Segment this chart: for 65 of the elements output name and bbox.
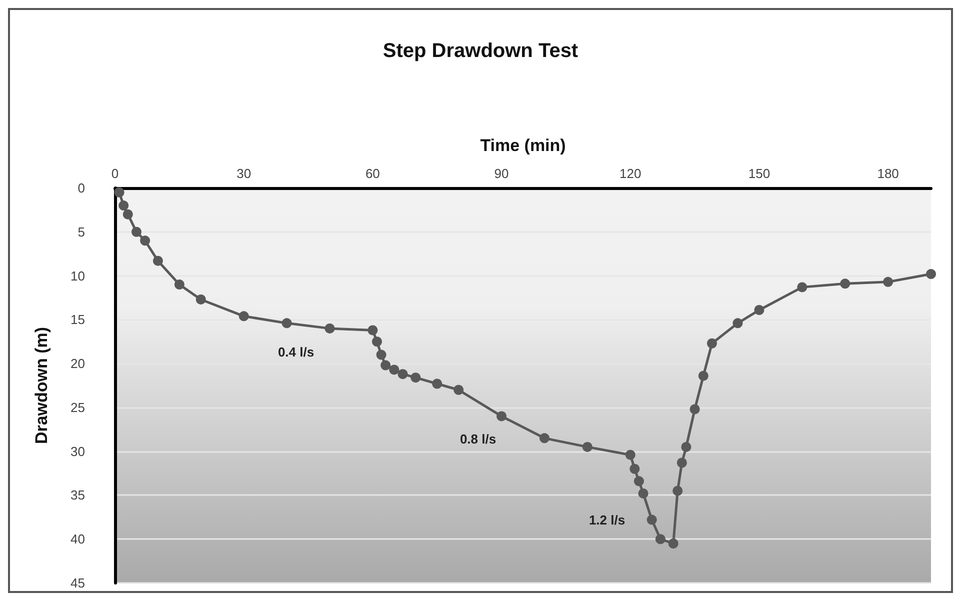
point bbox=[174, 280, 184, 290]
annotation: 0.8 l/s bbox=[460, 432, 496, 446]
point bbox=[389, 364, 400, 375]
point bbox=[454, 384, 464, 395]
point bbox=[122, 209, 133, 220]
y-tick-label: 35 bbox=[70, 488, 85, 503]
point bbox=[698, 370, 708, 381]
point bbox=[926, 269, 936, 280]
y-tick-label: 25 bbox=[70, 400, 85, 415]
point bbox=[539, 433, 550, 444]
y-tick-label: 5 bbox=[78, 224, 85, 240]
point bbox=[140, 236, 150, 246]
y-tick-label: 0 bbox=[78, 180, 85, 196]
point bbox=[646, 514, 657, 525]
point bbox=[118, 200, 129, 211]
annotation: 0.4 l/s bbox=[278, 344, 314, 360]
point bbox=[372, 336, 382, 347]
x-tick-label: 180 bbox=[877, 166, 899, 181]
point bbox=[238, 311, 249, 322]
point bbox=[152, 256, 163, 266]
point bbox=[672, 486, 683, 496]
point bbox=[282, 318, 292, 328]
point bbox=[410, 372, 421, 383]
x-tick-label: 150 bbox=[748, 166, 770, 181]
x-axis-title: Time (min) bbox=[480, 136, 566, 155]
point bbox=[376, 350, 386, 360]
point bbox=[368, 325, 378, 336]
point bbox=[638, 488, 648, 498]
point bbox=[681, 442, 692, 452]
y-tick-label: 30 bbox=[70, 444, 85, 459]
x-tick-label: 0 bbox=[111, 166, 119, 181]
point bbox=[690, 404, 700, 414]
x-tick-label: 90 bbox=[494, 166, 509, 181]
point bbox=[754, 305, 764, 316]
annotation: 1.2 l/s bbox=[588, 512, 626, 528]
point bbox=[324, 323, 335, 334]
y-tick-label: 15 bbox=[70, 312, 85, 328]
point bbox=[706, 338, 717, 348]
point bbox=[655, 534, 666, 544]
point bbox=[380, 360, 391, 370]
point bbox=[496, 411, 507, 422]
x-tick-label: 30 bbox=[236, 166, 252, 181]
point bbox=[114, 187, 124, 198]
y-axis-title: Drawdown (m) bbox=[32, 326, 51, 444]
point bbox=[883, 276, 894, 287]
chart-title: Step Drawdown Test bbox=[382, 40, 578, 62]
point bbox=[625, 450, 636, 460]
point bbox=[432, 378, 442, 389]
y-tick-label: 10 bbox=[70, 268, 85, 284]
point bbox=[840, 278, 850, 289]
y-tick-label: 20 bbox=[70, 356, 85, 372]
x-tick-label: 120 bbox=[620, 166, 642, 181]
point bbox=[131, 226, 142, 237]
point bbox=[582, 442, 592, 452]
point bbox=[634, 476, 644, 486]
x-tick-label: 60 bbox=[365, 166, 380, 181]
point bbox=[676, 458, 687, 468]
point bbox=[668, 538, 678, 548]
point bbox=[732, 318, 743, 328]
point bbox=[196, 294, 206, 304]
point bbox=[398, 369, 408, 380]
y-tick-label: 40 bbox=[70, 532, 85, 547]
y-tick-label: 45 bbox=[70, 576, 85, 590]
point bbox=[797, 282, 808, 292]
point bbox=[630, 464, 640, 474]
